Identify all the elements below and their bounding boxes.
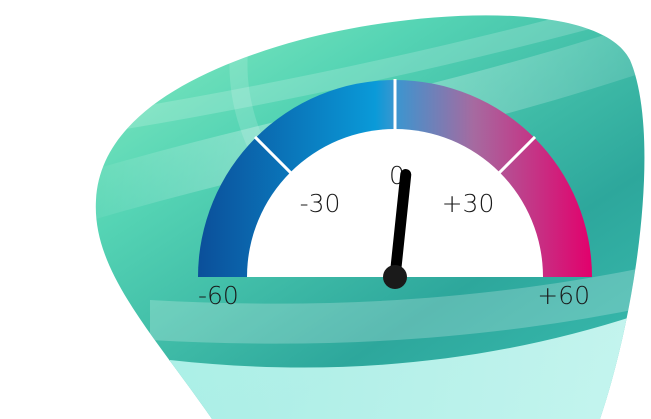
- label-plus-30: +30: [442, 189, 495, 218]
- tick-line: [253, 135, 293, 175]
- tick-line: [497, 135, 537, 175]
- gauge-hub: [383, 265, 407, 289]
- label-minus-30: -30: [300, 189, 341, 218]
- label-min: -60: [198, 281, 239, 310]
- label-max: +60: [537, 281, 590, 310]
- gauge-needle: [389, 169, 412, 283]
- gauge-arc: [198, 79, 592, 277]
